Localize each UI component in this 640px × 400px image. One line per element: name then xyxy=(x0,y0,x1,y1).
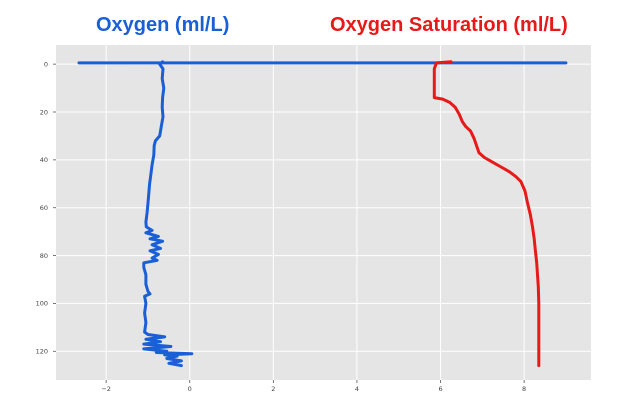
y-tick-label: 0 xyxy=(44,60,48,68)
y-tick-label: 40 xyxy=(40,156,48,164)
x-tick-label: 6 xyxy=(438,385,442,393)
y-tick-label: 20 xyxy=(40,108,48,116)
x-tick-label: 2 xyxy=(271,385,275,393)
y-tick-label: 120 xyxy=(36,348,48,356)
x-tick-label: 4 xyxy=(355,385,359,393)
plot-area xyxy=(56,45,591,380)
oxygen-saturation-title: Oxygen Saturation (ml/L) xyxy=(330,14,568,36)
x-tick-label: −2 xyxy=(101,385,111,393)
x-tick-label: 0 xyxy=(188,385,192,393)
series-oxygen-line xyxy=(142,60,194,368)
x-tick-label: 8 xyxy=(522,385,526,393)
oxygen-title: Oxygen (ml/L) xyxy=(96,14,230,36)
y-tick-label: 100 xyxy=(36,300,48,308)
series-layer xyxy=(77,60,568,368)
y-tick-label: 60 xyxy=(40,204,48,212)
y-tick-label: 80 xyxy=(40,252,48,260)
series-saturation-line xyxy=(432,60,541,368)
